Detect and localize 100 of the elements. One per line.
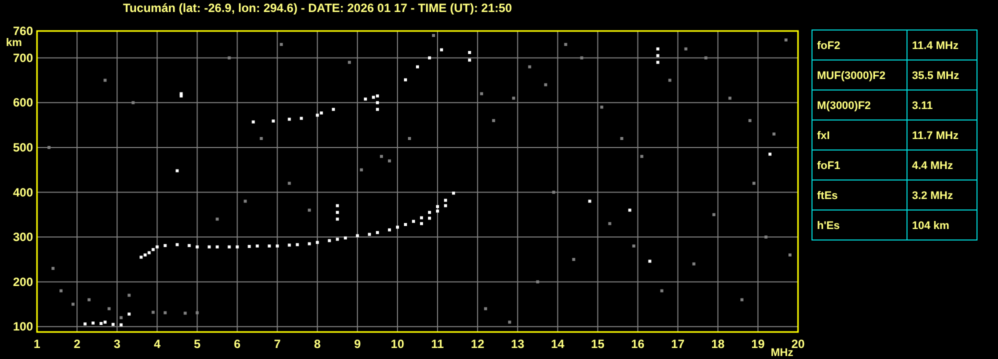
point <box>164 311 167 314</box>
text: 3.11 <box>912 100 933 112</box>
point <box>484 307 488 310</box>
point <box>48 146 51 149</box>
x-tick-label: 18 <box>711 337 725 351</box>
point <box>196 245 199 248</box>
point <box>572 258 576 261</box>
point <box>256 244 259 248</box>
point <box>308 208 311 212</box>
x-tick-label: 5 <box>194 337 201 351</box>
text: 3.2 MHz <box>912 190 954 202</box>
point <box>564 42 568 46</box>
point <box>648 260 652 263</box>
point <box>468 58 472 62</box>
text: h'Es <box>817 220 840 232</box>
point <box>128 294 131 297</box>
point <box>580 56 584 60</box>
x-tick-label: 9 <box>354 337 362 351</box>
point <box>468 51 472 54</box>
point <box>216 245 219 248</box>
point <box>444 198 448 202</box>
point <box>360 168 363 172</box>
point <box>396 226 399 229</box>
point <box>336 218 339 221</box>
point <box>272 120 275 123</box>
y-tick-label: 400 <box>12 185 34 200</box>
x-tick-label: 14 <box>551 337 565 351</box>
x-tick-label: 20 <box>791 337 805 351</box>
point <box>164 244 167 248</box>
x-tick-label: 2 <box>74 337 81 351</box>
point <box>176 169 179 172</box>
point <box>296 243 299 246</box>
point <box>108 307 111 310</box>
point <box>436 205 440 208</box>
text: M(3000)F2 <box>817 100 871 112</box>
point <box>188 244 191 248</box>
point <box>404 223 407 226</box>
x-tick-label: 15 <box>591 337 605 351</box>
point <box>416 65 419 68</box>
point <box>216 218 219 221</box>
point <box>512 96 516 100</box>
point <box>92 322 95 325</box>
point <box>628 208 632 212</box>
point <box>316 114 319 117</box>
point <box>52 266 55 270</box>
x-tick-label: 12 <box>470 337 485 351</box>
point <box>728 96 732 100</box>
point <box>132 101 135 104</box>
x-tick-label: 16 <box>631 337 645 351</box>
point <box>692 262 696 266</box>
point <box>656 54 660 58</box>
point <box>656 60 660 64</box>
point <box>428 216 432 220</box>
point <box>128 312 131 316</box>
point <box>184 312 187 315</box>
y-axis-title: km <box>6 37 22 49</box>
point <box>152 310 155 314</box>
point <box>376 231 379 234</box>
point <box>684 47 688 50</box>
point <box>156 245 159 248</box>
point <box>152 248 155 252</box>
point <box>764 236 768 239</box>
point <box>120 316 123 320</box>
x-tick-label: 3 <box>114 337 121 351</box>
x-tick-label: 17 <box>671 337 685 351</box>
point <box>348 60 351 64</box>
point <box>788 253 792 256</box>
text: foF2 <box>817 40 840 52</box>
text: 4.4 MHz <box>912 160 954 172</box>
point <box>228 245 231 248</box>
y-tick-label: 100 <box>12 320 34 334</box>
x-tick-label: 10 <box>390 337 404 351</box>
text: foF1 <box>817 160 840 172</box>
point <box>368 232 371 236</box>
point <box>140 256 143 259</box>
point <box>432 34 436 37</box>
point <box>404 78 407 82</box>
point <box>268 244 271 248</box>
point <box>380 154 383 158</box>
point <box>84 322 87 326</box>
point <box>740 298 744 302</box>
point <box>752 182 756 185</box>
point <box>528 65 532 68</box>
point <box>660 289 664 292</box>
text: fxI <box>817 130 830 142</box>
point <box>280 42 283 46</box>
point <box>508 320 512 324</box>
point <box>552 190 556 194</box>
point <box>288 182 291 185</box>
point <box>288 244 291 247</box>
point <box>300 116 303 120</box>
point <box>492 119 496 122</box>
chart-title: Tucumán (lat: -26.9, lon: 294.6) - DATE: 2026 01 17 - TIME (UT): 21:50 <box>123 1 512 15</box>
point <box>656 47 660 50</box>
point <box>588 200 592 203</box>
point <box>364 98 367 101</box>
point <box>372 96 375 99</box>
point <box>772 132 776 136</box>
x-axis-title: MHz <box>770 347 794 359</box>
point <box>228 56 231 60</box>
